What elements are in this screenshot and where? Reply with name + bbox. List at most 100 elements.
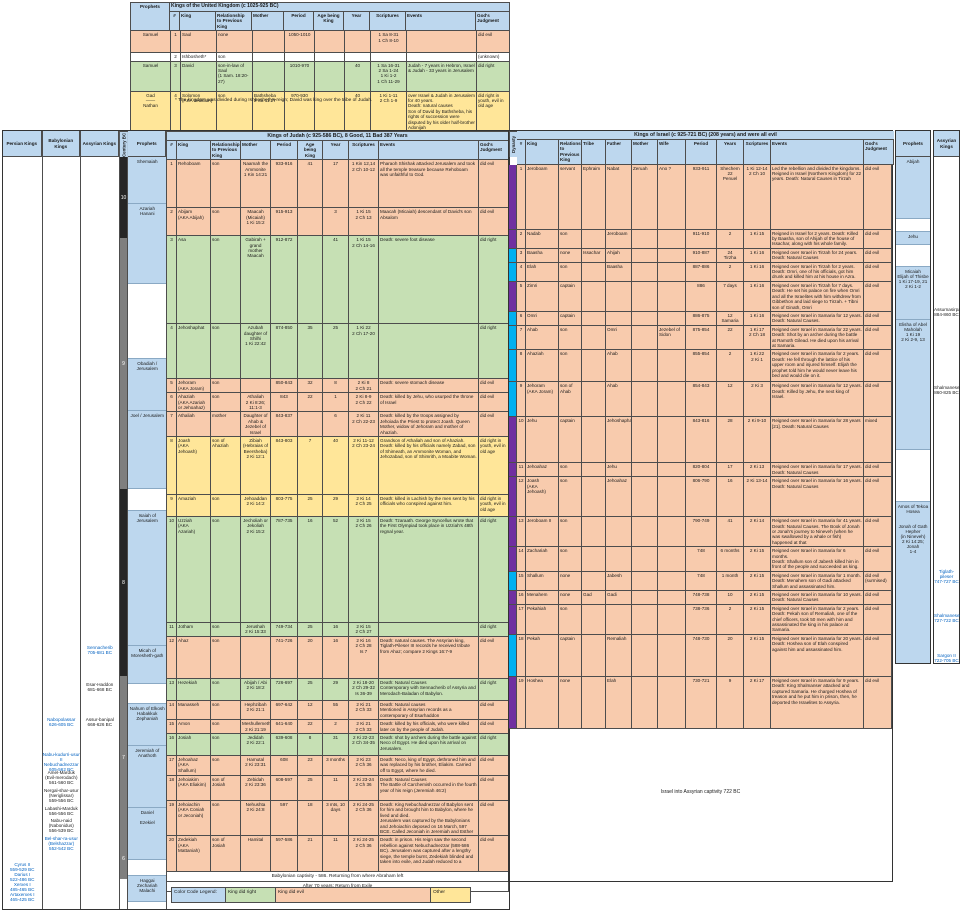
judah-mother-cell: Hephzibah 2 Ki 21:1 — [241, 700, 272, 721]
israel-wife-cell — [658, 382, 686, 418]
israel-num-cell: 16 — [517, 591, 526, 605]
israel-num-cell: 4 — [517, 262, 526, 282]
israel-num-cell: 5 — [517, 281, 526, 312]
judah-num-cell: 7 — [167, 412, 178, 438]
uk-scriptures-cell: 1 Sa 8-31 1 Ch 8-10 — [371, 31, 407, 54]
israel-prophets-column: Prophets Abijah Jehu Micaiah Elijah of Thi… — [895, 130, 931, 664]
israel-num-cell: 11 — [517, 463, 526, 478]
judah-king-cell: Uzziah (AKA Azariah) — [177, 517, 212, 624]
judah-events-cell: Grandson of Athaliah and son of Ahaziah.… — [379, 437, 480, 496]
israel-period-cell: 886-875 — [686, 311, 717, 326]
israel-period-cell: 820-804 — [686, 463, 717, 478]
israel-mother-cell — [632, 604, 658, 635]
israel-mother-cell — [632, 382, 658, 418]
israel-father-cell — [606, 281, 632, 312]
israel-judgment-cell: mixed — [864, 417, 892, 464]
century-bc-strip: Century BC 10 9 8 7 6 — [119, 131, 129, 909]
judah-mother-cell: Gabirah + grand mother Maacah — [241, 236, 272, 325]
judah-num-cell: 14 — [167, 700, 178, 721]
israel-years-cell: 28 — [717, 417, 744, 464]
israel-mother-cell — [632, 591, 658, 605]
uk-events-cell: Judah - 7 years in Hebron, Israel & Juda… — [407, 61, 477, 92]
judah-king-cell: Athaliah — [177, 412, 212, 438]
prophet-segment: Micaiah Elijah of Thisbe 1 Ki 17-19, 21 … — [896, 267, 930, 320]
uk-king-cell: David — [181, 61, 217, 92]
century-bc-header: Century BC — [119, 131, 128, 157]
israel-events-cell: Reigned over Israel in Samaria for 16 ye… — [771, 477, 864, 518]
israel-events-cell: Led the rebellion and divided the kingdo… — [771, 164, 864, 230]
israel-mother-cell — [632, 325, 658, 351]
judah-age-cell: 22 — [298, 393, 324, 413]
israel-years-cell: 20 — [717, 634, 744, 677]
uk-footnote: * The kingdom was divided during Ishbosh… — [175, 98, 373, 103]
judah-king-cell: Ahaz — [177, 636, 212, 679]
israel-father-cell: Jeroboam — [606, 229, 632, 249]
uk-rows: Samuel 1 Saul none 1050-1010 1 Sa 8-31 1… — [131, 31, 510, 133]
israel-rel-cell: son — [559, 350, 582, 383]
judah-scriptures-cell: 2 Ki 18-20 2 Ch 29-32 Is 36-39 — [349, 678, 380, 701]
israel-period-cell: 933-911 — [686, 164, 717, 230]
israel-father-cell: Ahijah — [606, 248, 632, 263]
judah-num-cell: 3 — [167, 236, 178, 325]
judah-mother-cell: Athaliah 2 Ki 8:26; 11:1-3 — [241, 393, 272, 413]
judah-mother-cell: Jerushah 2 Ki 15:33 — [241, 623, 272, 637]
judah-col-age: Age being King — [298, 141, 324, 161]
israel-period-cell: 806-790 — [686, 477, 717, 518]
israel-years-cell: 2 — [717, 229, 744, 249]
judah-year-cell: 55 — [323, 700, 350, 721]
judah-mother-cell: Zibiah (Hebraias of Beersheba) 2 Ki 12:1 — [241, 437, 272, 496]
judah-age-cell: 18 — [298, 800, 324, 837]
judah-judgment-cell: did right in youth, evil in old age — [479, 495, 510, 518]
israel-period-cell: 748 — [686, 571, 717, 592]
judah-king-cell: Jehoahaz (AKA Shallum) — [177, 755, 212, 776]
judah-rel-cell: son — [211, 517, 242, 624]
judah-scriptures-cell: 2 Ki 11 2 Ch 22-23 — [349, 412, 380, 438]
prophet-segment: Azariah Hanani — [128, 204, 167, 284]
judah-period-cell: 608-597 — [271, 775, 299, 801]
uk-rel-cell: son-in-law of Saul (1 Sam. 18:20-27) — [217, 61, 253, 92]
israel-table-row: 2 Nadab son Jeroboam 911-910 2 1 Ki 15 R… — [509, 229, 892, 249]
israel-king-cell: Jehoram (AKA Joram) — [526, 382, 559, 418]
israel-father-cell: Gadi — [606, 591, 632, 605]
israel-rel-cell: captain — [559, 634, 582, 677]
israel-rel-cell: son — [559, 547, 582, 572]
judah-king-cell: Jotham — [177, 623, 212, 637]
israel-rel-cell: none — [559, 676, 582, 729]
judah-rel-cell: son — [211, 393, 242, 413]
israel-rel-cell: son — [559, 517, 582, 548]
judah-period-cell: 787-735 — [271, 517, 299, 624]
israel-events-cell: Reigned over Israel in Tirzah for 7 days… — [771, 281, 864, 312]
judah-judgment-cell: did evil — [479, 160, 510, 209]
uk-period-cell: 1050-1010 — [285, 31, 315, 54]
judah-judgment-cell: did evil — [479, 208, 510, 237]
israel-dynasty-cell — [509, 571, 517, 592]
judah-age-cell: 25 — [298, 775, 324, 801]
israel-dynasty-cell — [509, 382, 517, 418]
judah-age-cell — [298, 412, 324, 438]
judah-scriptures-cell: 2 Ki 24-25 2 Ch 36 — [349, 800, 380, 837]
judah-events-cell: Death: Natural Causes Contemporary with … — [379, 678, 480, 701]
judah-table-row: 16 Josiah son Jedidah 2 Ki 22:1 639-608 … — [167, 733, 510, 756]
judah-judgment-cell: did right — [479, 623, 510, 637]
israel-events-cell: Reigned over Israel in Samaria for 2 yea… — [771, 350, 864, 383]
prophet-segment: Haggai Zechariah Malachi — [128, 876, 167, 902]
judah-judgment-cell: did right — [479, 678, 510, 701]
israel-rel-cell: son — [559, 325, 582, 351]
israel-judgment-cell: did evil — [864, 634, 892, 677]
judah-year-cell: 16 — [323, 623, 350, 637]
israel-years-cell: 24 Tirzha — [717, 248, 744, 263]
united-kingdom-table: Prophets Kings of the United Kingdom (c … — [130, 2, 510, 133]
israel-king-cell: Pekah — [526, 634, 559, 677]
israel-num-cell: 6 — [517, 311, 526, 326]
judah-age-cell: 21 — [298, 836, 324, 873]
judah-rel-cell: son — [211, 160, 242, 209]
israel-wife-cell: Ano ? — [658, 164, 686, 230]
judah-events-cell: Death: in prison. His reign saw the seco… — [379, 836, 480, 873]
israel-dynasty-header: Dynasty — [509, 131, 517, 157]
babylonian-king-label: Nabopolassar 626-605 BC — [47, 717, 76, 727]
uk-scriptures-cell: 1 Sa 16-31 2 Sa 1-24 1 Ki 1-2 1 Ch 11-29 — [371, 61, 407, 92]
israel-table-row: 14 Zachariah son 748 6 months 2 Ki 15 Re… — [509, 547, 892, 572]
judah-king-cell: Josiah — [177, 733, 212, 756]
israel-judgment-cell: did evil — [864, 604, 892, 635]
judah-rel-cell: mother — [211, 412, 242, 438]
